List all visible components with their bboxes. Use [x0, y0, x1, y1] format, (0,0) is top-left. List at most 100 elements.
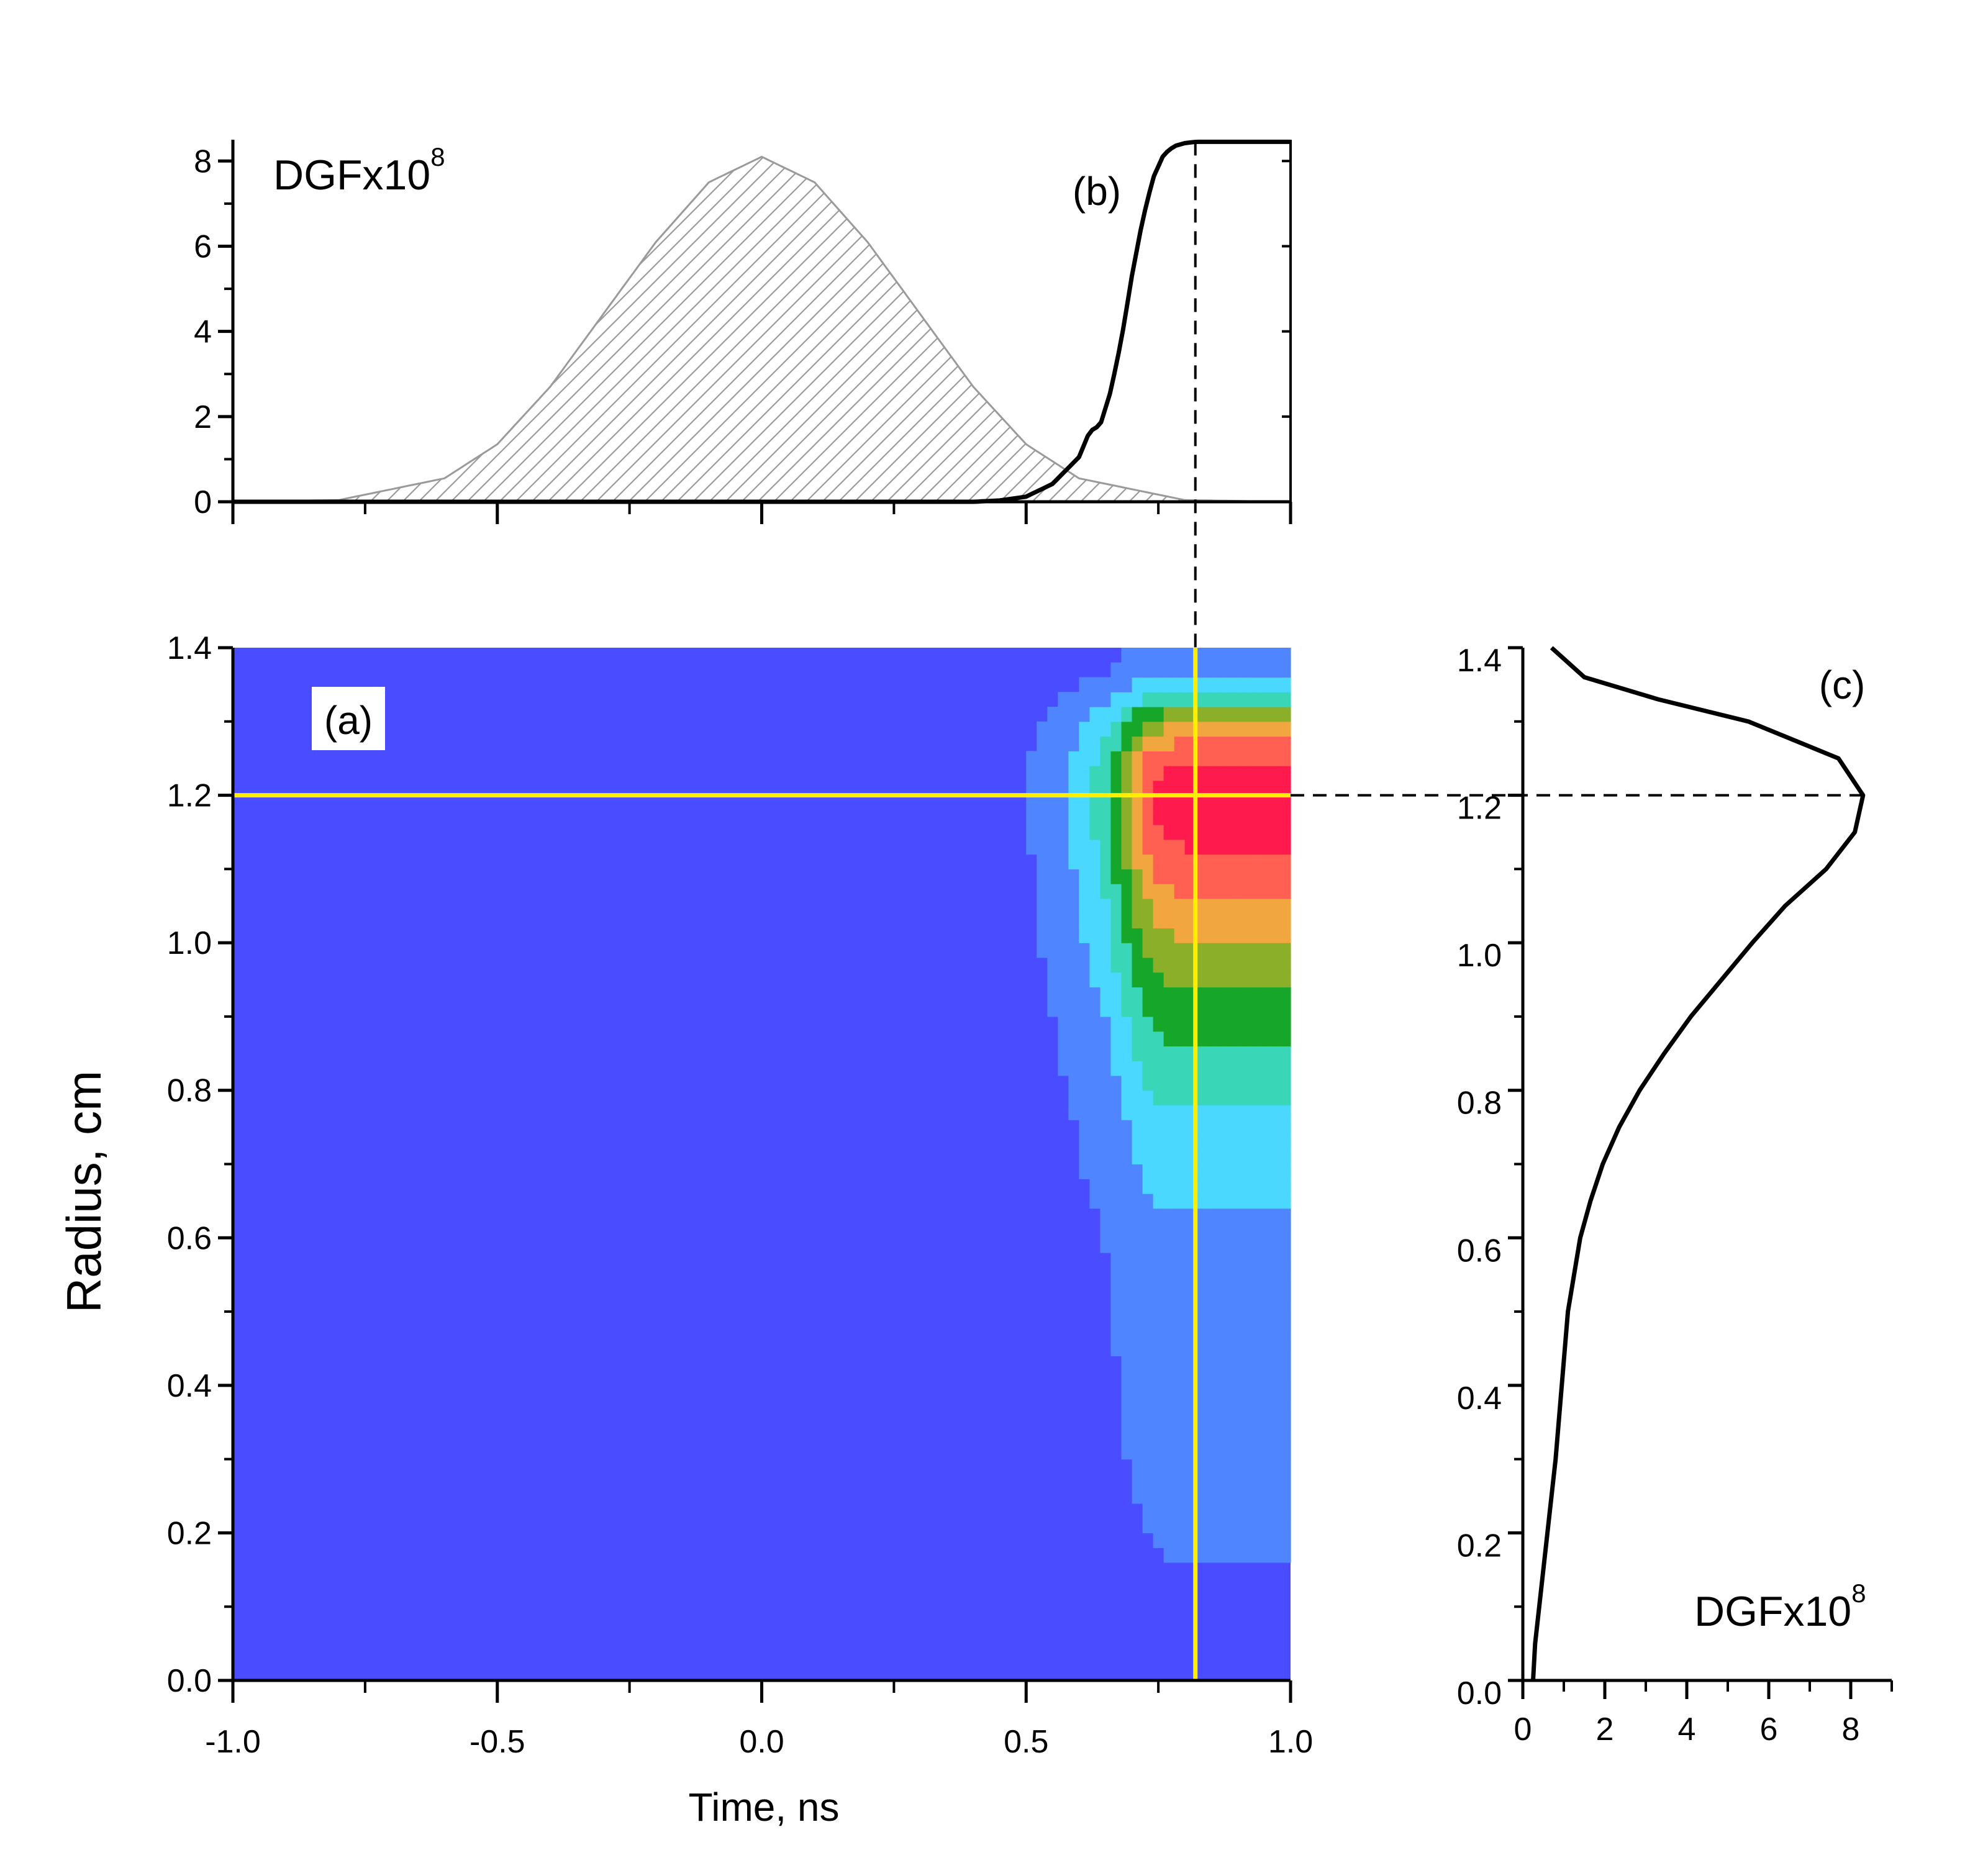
heatmap-cell: [1153, 766, 1164, 781]
heatmap-cell: [1163, 1356, 1175, 1371]
heatmap-cell: [1100, 884, 1112, 899]
heatmap-cell: [1258, 1533, 1270, 1548]
heatmap-cell: [1153, 1134, 1164, 1150]
heatmap-cell: [1205, 648, 1217, 663]
heatmap-cell: [1269, 1474, 1281, 1489]
heatmap-cell: [1279, 1105, 1291, 1120]
heatmap-cell: [1279, 1075, 1291, 1091]
heatmap-cell: [1163, 1533, 1175, 1548]
y-tick-label: 0.4: [167, 1368, 212, 1404]
heatmap-cell: [1205, 913, 1217, 928]
heatmap-cell: [1195, 1503, 1207, 1519]
heatmap-cell: [1068, 884, 1079, 899]
heatmap-cell: [1227, 1312, 1238, 1327]
heatmap-cell: [1121, 1282, 1133, 1297]
heatmap-cell: [1227, 1149, 1238, 1165]
heatmap-cell: [1237, 1120, 1249, 1135]
heatmap-cell: [1195, 1459, 1207, 1474]
heatmap-cell: [1248, 1356, 1260, 1371]
y-tick-label: 1.0: [167, 925, 212, 961]
heatmap-cell: [1174, 1208, 1186, 1224]
y-tick-label-c: 0.2: [1457, 1528, 1502, 1564]
heatmap-cell: [1121, 1016, 1133, 1032]
heatmap-cell: [1237, 1371, 1249, 1386]
heatmap-cell: [1142, 1356, 1154, 1371]
heatmap-cell: [1258, 928, 1270, 943]
heatmap-cell: [1269, 1194, 1281, 1209]
heatmap-cell: [1068, 913, 1079, 928]
heatmap-cell: [1132, 884, 1143, 899]
heatmap-cell: [1216, 825, 1228, 840]
heatmap-cell: [1279, 692, 1291, 707]
heatmap-cell: [1163, 707, 1175, 722]
heatmap-cell: [1184, 1400, 1196, 1415]
panel-b-label: (b): [1073, 169, 1121, 214]
heatmap-cell: [1121, 795, 1133, 810]
heatmap-cell: [1047, 751, 1058, 766]
heatmap-cell: [1258, 1385, 1270, 1401]
heatmap-cell: [1216, 1415, 1228, 1430]
heatmap-cell: [1068, 795, 1079, 810]
heatmap-cell: [1121, 766, 1133, 781]
heatmap-cell: [1269, 1090, 1281, 1106]
heatmap-cell: [1205, 1120, 1217, 1135]
heatmap-cell: [1279, 1459, 1291, 1474]
heatmap-cell: [1237, 766, 1249, 781]
heatmap-cell: [1079, 810, 1091, 825]
heatmap-cell: [1205, 780, 1217, 796]
heatmap-cell: [1248, 1105, 1260, 1120]
heatmap-cell: [1132, 1046, 1143, 1061]
heatmap-cell: [1121, 677, 1133, 692]
heatmap-cell: [1058, 1046, 1069, 1061]
heatmap-cell: [1153, 839, 1164, 855]
heatmap-cell: [1163, 1297, 1175, 1312]
heatmap-cell: [1216, 1548, 1228, 1563]
heatmap-cell: [1153, 957, 1164, 973]
heatmap-cell: [1132, 913, 1143, 928]
heatmap-cell: [1089, 1002, 1101, 1017]
heatmap-cell: [1174, 1253, 1186, 1268]
heatmap-cell: [1248, 1297, 1260, 1312]
heatmap-cell: [1153, 1385, 1164, 1401]
heatmap-cell: [1184, 913, 1196, 928]
heatmap-cell: [1279, 1282, 1291, 1297]
heatmap-cell: [1047, 825, 1058, 840]
heatmap-cell: [1153, 1444, 1164, 1460]
heatmap-cell: [1121, 884, 1133, 899]
heatmap-cell: [1163, 1474, 1175, 1489]
heatmap-cell: [1174, 1326, 1186, 1342]
heatmap-cell: [1110, 707, 1122, 722]
heatmap-cell: [1248, 1474, 1260, 1489]
heatmap-cell: [1058, 736, 1069, 751]
heatmap-cell: [1079, 943, 1091, 958]
heatmap-cell: [1184, 751, 1196, 766]
heatmap-cell: [1237, 972, 1249, 988]
heatmap-cell: [1132, 1016, 1143, 1032]
heatmap-cell: [1248, 648, 1260, 663]
heatmap-cell: [1248, 1223, 1260, 1238]
heatmap-cell: [1237, 957, 1249, 973]
heatmap-cell: [1195, 1134, 1207, 1150]
heatmap-cell: [1110, 1312, 1122, 1327]
heatmap-cell: [1174, 957, 1186, 973]
heatmap-cell: [1142, 1341, 1154, 1356]
heatmap-cell: [1279, 1297, 1291, 1312]
heatmap-cell: [1227, 780, 1238, 796]
heatmap-cell: [1163, 1075, 1175, 1091]
heatmap-cell: [1237, 1179, 1249, 1194]
heatmap-cell: [1279, 1474, 1291, 1489]
heatmap-cell: [1121, 1371, 1133, 1386]
heatmap-cell: [1205, 1238, 1217, 1253]
heatmap-cell: [1132, 1282, 1143, 1297]
heatmap-cell: [1258, 1031, 1270, 1047]
heatmap-cell: [1237, 1518, 1249, 1534]
heatmap-cell: [1195, 1002, 1207, 1017]
heatmap-cell: [1205, 662, 1217, 678]
heatmap-cell: [1121, 1105, 1133, 1120]
heatmap-cell: [1205, 839, 1217, 855]
heatmap-cell: [1279, 677, 1291, 692]
heatmap-cell: [1269, 957, 1281, 973]
heatmap-cell: [1227, 1489, 1238, 1504]
heatmap-cell: [1100, 721, 1112, 737]
heatmap-cell: [1047, 884, 1058, 899]
